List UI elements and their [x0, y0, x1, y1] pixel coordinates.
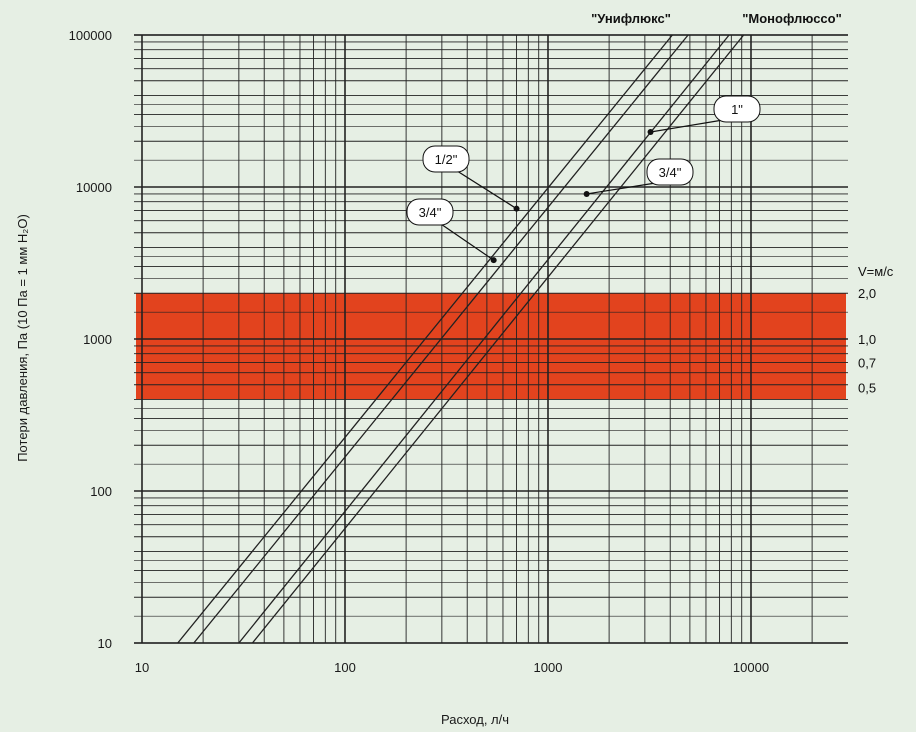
annotation-bubble — [406, 198, 454, 226]
y-tick-label: 1000 — [83, 332, 112, 347]
y-tick-label: 100000 — [69, 28, 112, 43]
annotation-bubble — [646, 158, 694, 186]
annotation-bubble — [713, 95, 761, 123]
y-axis-title: Потери давления, Па (10 Па = 1 мм H₂O) — [15, 214, 30, 462]
x-tick-label: 1000 — [534, 660, 563, 675]
x-tick-label: 10000 — [733, 660, 769, 675]
annotation-label: 1" — [731, 102, 743, 117]
series-line — [193, 34, 689, 644]
velocity-mark-label: 0,7 — [858, 356, 876, 371]
velocity-title: V=м/с — [858, 264, 894, 279]
annotation-label: 1/2" — [435, 152, 458, 167]
annotation-leader — [453, 168, 517, 210]
velocity-mark-label: 2,0 — [858, 286, 876, 301]
annotation-dot — [513, 205, 520, 212]
series-line — [177, 34, 673, 644]
y-tick-label: 10000 — [76, 180, 112, 195]
series-group-uniflux-title: "Унифлюкс" — [591, 11, 671, 26]
label-layer: 10 100 1000 10000 10 100 1000 10000 100000 2,0 1,0… — [69, 28, 876, 675]
annotation-leader — [586, 181, 663, 195]
annotation-leader — [650, 118, 730, 133]
series-line — [238, 34, 730, 644]
series-line — [251, 34, 745, 644]
annotation-dot — [647, 129, 654, 136]
y-tick-label: 10 — [98, 636, 112, 651]
x-tick-label: 10 — [135, 660, 149, 675]
velocity-mark-label: 0,5 — [858, 380, 876, 395]
x-tick-label: 100 — [334, 660, 356, 675]
annotation-dot — [583, 190, 590, 197]
series-layer — [177, 34, 745, 644]
velocity-mark-label: 1,0 — [858, 332, 876, 347]
annotation-bubble — [422, 145, 470, 173]
x-axis-title: Расход, л/ч — [441, 712, 509, 727]
series-group-monoflusso-title: "Монофлюссо" — [742, 11, 842, 26]
grid-layer — [134, 34, 848, 644]
y-tick-label: 100 — [90, 484, 112, 499]
annotation-dot — [490, 257, 497, 264]
annotation-leader — [437, 221, 495, 261]
annotation-label: 3/4" — [659, 165, 682, 180]
annotation-label: 3/4" — [419, 205, 442, 220]
